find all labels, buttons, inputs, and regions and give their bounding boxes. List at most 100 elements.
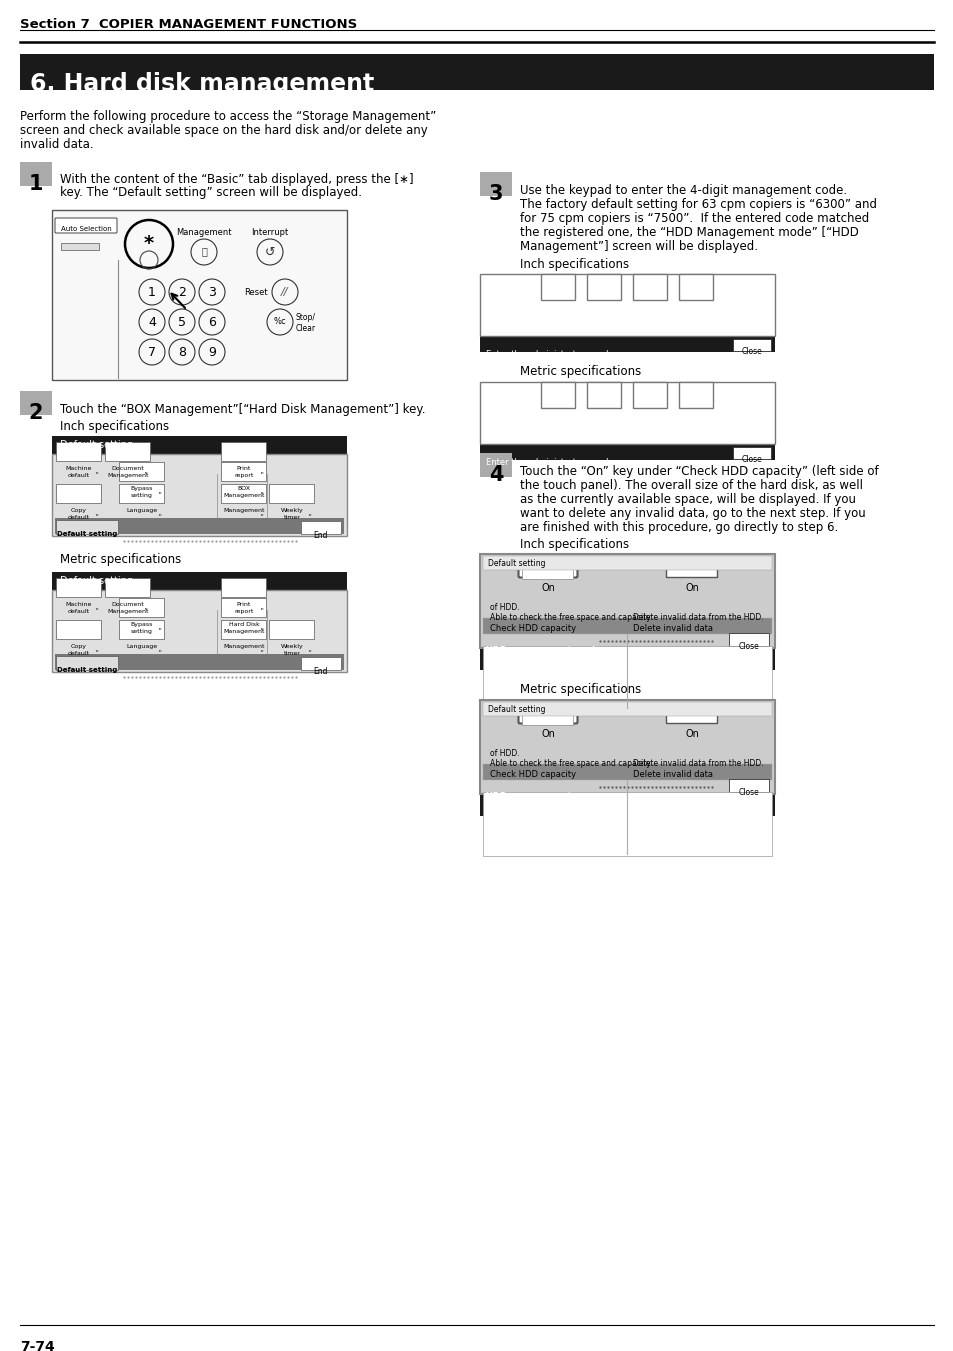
Text: Delete invalid data from the HDD.: Delete invalid data from the HDD. <box>633 759 762 767</box>
Bar <box>20 390 52 415</box>
Bar <box>633 382 666 408</box>
Bar <box>482 703 771 716</box>
Text: Metric specifications: Metric specifications <box>60 553 181 566</box>
FancyBboxPatch shape <box>55 520 118 534</box>
Text: ►: ► <box>96 512 99 516</box>
Text: Check HDD capacity: Check HDD capacity <box>490 624 576 634</box>
FancyBboxPatch shape <box>522 566 573 580</box>
Text: 2: 2 <box>29 403 43 423</box>
Bar <box>52 590 347 671</box>
Text: The factory default setting for 63 cpm copiers is “6300” and: The factory default setting for 63 cpm c… <box>519 199 876 211</box>
FancyBboxPatch shape <box>221 462 266 481</box>
Text: setting: setting <box>131 493 152 499</box>
Text: of HDD.: of HDD. <box>490 603 519 612</box>
Text: Delete invalid data: Delete invalid data <box>633 770 712 780</box>
FancyBboxPatch shape <box>56 620 101 639</box>
Bar <box>482 792 771 857</box>
Text: Default setting: Default setting <box>57 667 117 673</box>
Text: HDD management mode: HDD management mode <box>492 812 682 825</box>
Bar <box>52 436 347 454</box>
Text: ►: ► <box>159 490 162 494</box>
Text: for 75 cpm copiers is “7500”.  If the entered code matched: for 75 cpm copiers is “7500”. If the ent… <box>519 212 868 226</box>
Bar <box>479 274 774 336</box>
Text: On: On <box>684 584 699 593</box>
Text: ►: ► <box>145 470 149 474</box>
Bar <box>482 617 771 634</box>
Text: With the content of the “Basic” tab displayed, press the [∗]: With the content of the “Basic” tab disp… <box>60 173 414 186</box>
Bar <box>482 557 771 570</box>
Bar <box>482 646 771 711</box>
Bar <box>52 454 347 536</box>
FancyBboxPatch shape <box>56 577 101 597</box>
FancyBboxPatch shape <box>518 558 577 577</box>
Text: %c: %c <box>274 317 286 326</box>
Text: 5: 5 <box>178 316 186 330</box>
FancyBboxPatch shape <box>666 558 717 577</box>
Text: 1: 1 <box>148 286 155 299</box>
Text: Check HDD capacity: Check HDD capacity <box>490 770 576 780</box>
Text: Management”] screen will be displayed.: Management”] screen will be displayed. <box>519 240 758 253</box>
Text: are finished with this procedure, go directly to step 6.: are finished with this procedure, go dir… <box>519 521 838 534</box>
Bar <box>479 648 774 670</box>
FancyBboxPatch shape <box>300 520 341 534</box>
Text: Print: Print <box>236 466 251 471</box>
FancyBboxPatch shape <box>119 620 164 639</box>
Text: Able to check the free space and capacity: Able to check the free space and capacit… <box>490 759 650 767</box>
FancyBboxPatch shape <box>732 339 770 351</box>
Text: Language: Language <box>127 644 157 648</box>
Text: Default setting: Default setting <box>488 559 545 567</box>
Text: ►: ► <box>96 648 99 653</box>
FancyBboxPatch shape <box>55 655 118 670</box>
Text: ►: ► <box>309 512 313 516</box>
Text: 1: 1 <box>29 174 43 195</box>
Text: 6. Hard disk management: 6. Hard disk management <box>30 72 374 96</box>
Text: timer: timer <box>283 515 300 520</box>
Bar <box>20 162 52 186</box>
Text: Perform the following procedure to access the “Storage Management”: Perform the following procedure to acces… <box>20 109 436 123</box>
Bar <box>20 54 933 91</box>
Text: 9: 9 <box>208 346 215 359</box>
Text: Bypass: Bypass <box>131 621 153 627</box>
FancyBboxPatch shape <box>732 447 770 459</box>
Text: On: On <box>540 730 555 739</box>
FancyBboxPatch shape <box>119 597 164 616</box>
Text: report: report <box>234 473 253 478</box>
FancyBboxPatch shape <box>300 657 341 670</box>
Text: Reset: Reset <box>244 288 268 297</box>
Text: want to delete any invalid data, go to the next step. If you: want to delete any invalid data, go to t… <box>519 507 864 520</box>
Text: report: report <box>234 609 253 613</box>
Text: invalid data.: invalid data. <box>20 138 93 151</box>
Bar <box>479 172 512 196</box>
FancyBboxPatch shape <box>728 632 768 646</box>
Text: HDD management mode: HDD management mode <box>485 646 600 655</box>
Text: Stop/: Stop/ <box>295 313 315 322</box>
FancyBboxPatch shape <box>666 704 717 723</box>
Text: ►: ► <box>261 470 264 474</box>
Text: default: default <box>68 473 90 478</box>
Bar <box>52 209 347 380</box>
Text: On: On <box>540 584 555 593</box>
FancyBboxPatch shape <box>119 484 164 503</box>
FancyBboxPatch shape <box>221 597 266 616</box>
Text: Close: Close <box>740 347 761 357</box>
FancyBboxPatch shape <box>56 484 101 503</box>
FancyBboxPatch shape <box>522 712 573 725</box>
Bar <box>479 554 774 648</box>
Text: the registered one, the “HDD Management mode” [“HDD: the registered one, the “HDD Management … <box>519 226 858 239</box>
Bar <box>61 243 99 250</box>
Text: HDD management: HDD management <box>485 792 571 801</box>
Text: 3: 3 <box>208 286 215 299</box>
Text: Default setting: Default setting <box>60 440 132 450</box>
Text: ►: ► <box>159 648 162 653</box>
Text: Inch specifications: Inch specifications <box>60 420 169 434</box>
Text: ►: ► <box>309 648 313 653</box>
Text: Touch the “BOX Management”[“Hard Disk Management”] key.: Touch the “BOX Management”[“Hard Disk Ma… <box>60 403 425 416</box>
Text: Interrupt: Interrupt <box>251 228 289 236</box>
Bar <box>479 382 774 444</box>
FancyBboxPatch shape <box>221 577 266 597</box>
Text: Metric specifications: Metric specifications <box>519 365 640 378</box>
Text: Management: Management <box>223 630 265 634</box>
Text: setting: setting <box>131 630 152 634</box>
Text: Enter the administrator number: Enter the administrator number <box>485 458 619 467</box>
Bar <box>586 382 620 408</box>
